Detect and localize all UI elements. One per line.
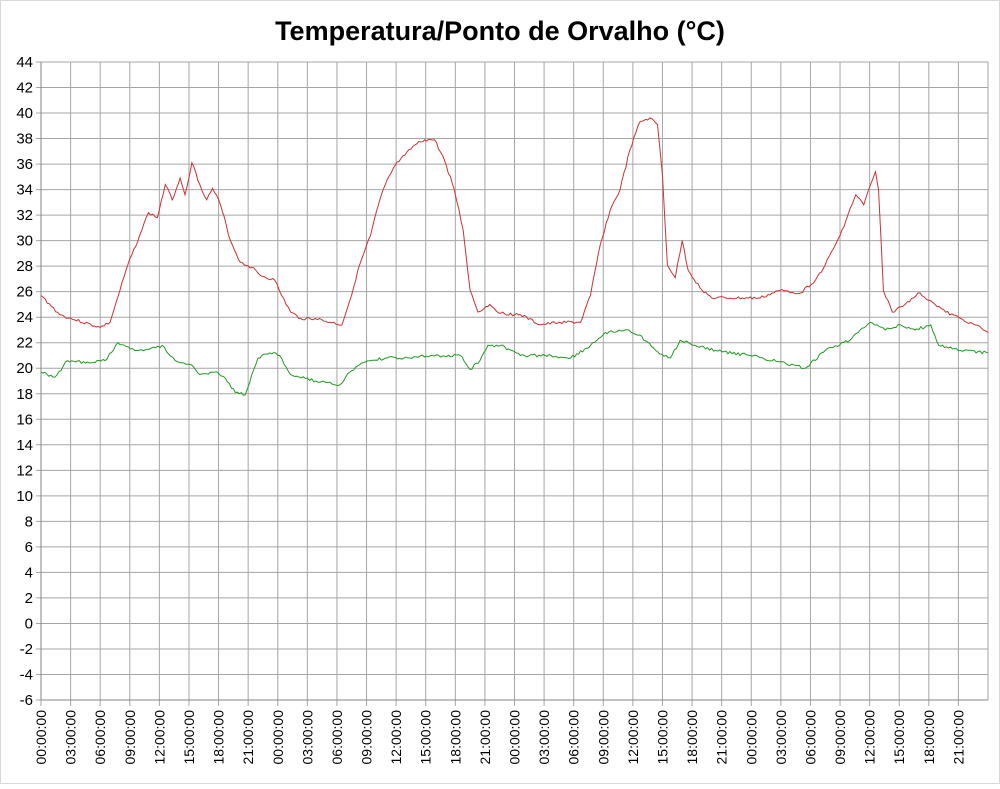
y-tick-label: 24: [16, 309, 33, 326]
x-tick-label: 03:00:00: [536, 710, 552, 765]
y-tick-label: 22: [16, 335, 33, 352]
x-tick-label: 09:00:00: [359, 710, 375, 765]
y-tick-label: 10: [16, 488, 33, 505]
y-tick-label: 30: [16, 233, 33, 250]
x-tick-label: 06:00:00: [329, 710, 345, 765]
x-tick-label: 18:00:00: [211, 710, 227, 765]
y-tick-label: -4: [20, 666, 33, 683]
x-tick-label: 00:00:00: [743, 710, 759, 765]
series-lines: [40, 117, 989, 396]
series-line-1: [40, 117, 989, 333]
x-tick-label: 06:00:00: [802, 710, 818, 765]
gridlines: [36, 61, 989, 706]
y-tick-label: 18: [16, 386, 33, 403]
x-tick-label: 06:00:00: [92, 710, 108, 765]
x-tick-label: 00:00:00: [33, 710, 49, 765]
x-tick-label: 12:00:00: [862, 710, 878, 765]
y-tick-label: -6: [20, 692, 33, 709]
y-tick-label: 40: [16, 105, 33, 122]
x-tick-label: 09:00:00: [122, 710, 138, 765]
x-tick-label: 03:00:00: [773, 710, 789, 765]
x-tick-label: 00:00:00: [270, 710, 286, 765]
y-tick-label: 2: [25, 590, 33, 607]
y-tick-label: 44: [16, 54, 33, 71]
x-tick-label: 21:00:00: [477, 710, 493, 765]
y-tick-label: 28: [16, 258, 33, 275]
y-tick-label: 16: [16, 411, 33, 428]
x-tick-label: 00:00:00: [507, 710, 523, 765]
y-tick-label: 36: [16, 156, 33, 173]
y-tick-label: 8: [25, 513, 33, 530]
x-tick-label: 18:00:00: [447, 710, 463, 765]
x-tick-label: 15:00:00: [181, 710, 197, 765]
chart-title: Temperatura/Ponto de Orvalho (°C): [275, 16, 725, 46]
x-tick-label: 09:00:00: [595, 710, 611, 765]
y-tick-label: 0: [25, 615, 33, 632]
x-tick-label: 18:00:00: [684, 710, 700, 765]
x-tick-label: 15:00:00: [654, 710, 670, 765]
x-tick-label: 12:00:00: [625, 710, 641, 765]
y-tick-label: 42: [16, 80, 33, 97]
x-tick-label: 09:00:00: [832, 710, 848, 765]
x-axis-ticks: 00:00:00 03:00:00 06:00:00 09:00:00 12:00:00…: [33, 710, 966, 765]
y-tick-label: 34: [16, 182, 33, 199]
x-tick-label: 12:00:00: [151, 710, 167, 765]
y-tick-label: 32: [16, 207, 33, 224]
y-tick-label: -2: [20, 641, 33, 658]
x-tick-label: 15:00:00: [418, 710, 434, 765]
x-tick-label: 03:00:00: [63, 710, 79, 765]
x-tick-label: 15:00:00: [891, 710, 907, 765]
series-line-2: [40, 321, 989, 396]
x-tick-label: 21:00:00: [714, 710, 730, 765]
x-tick-label: 06:00:00: [566, 710, 582, 765]
y-tick-label: 38: [16, 131, 33, 148]
y-tick-label: 26: [16, 284, 33, 301]
y-tick-label: 4: [25, 564, 33, 581]
y-axis-ticks: -6-4-20246810121416182022242628303234363…: [16, 54, 33, 709]
x-tick-label: 18:00:00: [921, 710, 937, 765]
y-tick-label: 20: [16, 360, 33, 377]
y-tick-label: 12: [16, 462, 33, 479]
x-tick-label: 03:00:00: [299, 710, 315, 765]
x-tick-label: 12:00:00: [388, 710, 404, 765]
x-tick-label: 21:00:00: [950, 710, 966, 765]
x-tick-label: 21:00:00: [240, 710, 256, 765]
y-tick-label: 6: [25, 539, 33, 556]
y-tick-label: 14: [16, 437, 33, 454]
